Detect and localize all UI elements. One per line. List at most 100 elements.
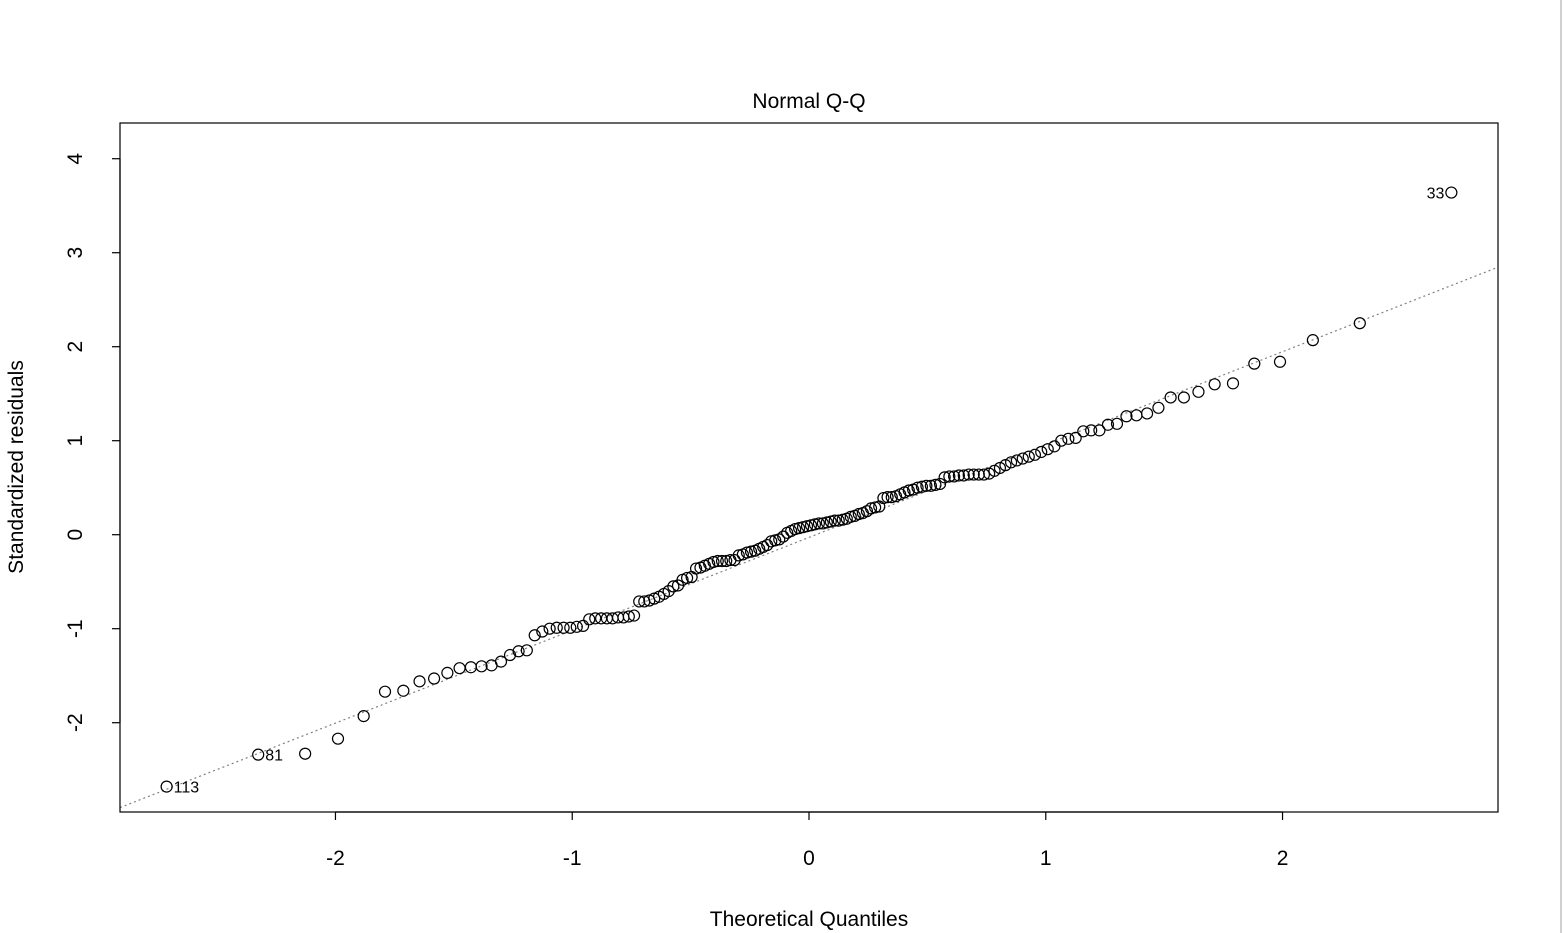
data-point: [993, 461, 1007, 475]
data-point: [520, 644, 533, 657]
data-point: [528, 629, 541, 642]
data-point: [1208, 378, 1221, 391]
data-point: [413, 675, 426, 688]
data-point: [957, 469, 970, 482]
data-point: [1192, 385, 1205, 398]
data-point: [902, 484, 915, 497]
data-point: [557, 621, 570, 634]
data-point: [1110, 417, 1124, 430]
data-point: [860, 505, 874, 518]
data-point: [773, 533, 786, 546]
window-edge: [1560, 0, 1562, 933]
data-point: [570, 620, 583, 633]
data-point: [864, 502, 878, 515]
data-point: [357, 710, 370, 723]
y-tick-label: 3: [64, 247, 87, 259]
data-point: [1085, 424, 1098, 437]
data-point: [1005, 456, 1018, 469]
data-point: [852, 507, 865, 521]
data-point: [877, 491, 890, 505]
data-point: [378, 685, 392, 698]
data-point: [1077, 425, 1090, 438]
data-point: [732, 549, 745, 562]
data-point: [915, 480, 929, 493]
plot-area: 113 81 33: [120, 186, 1498, 809]
x-tick-label: 0: [803, 847, 815, 870]
data-point: [1306, 334, 1319, 347]
data-point: [1022, 450, 1035, 463]
data-point: [550, 621, 563, 634]
data-point: [1248, 357, 1261, 370]
data-point: [1353, 317, 1366, 330]
y-axis: -2 -1 0 1 2 3 4: [64, 153, 121, 732]
data-point: [1164, 391, 1177, 404]
data-point: [622, 610, 635, 623]
x-tick-label: 2: [1277, 847, 1289, 870]
data-point: [1016, 452, 1029, 465]
data-point: [943, 470, 956, 483]
data-point: [494, 655, 508, 668]
data-point: [869, 501, 882, 514]
data-point: [1035, 445, 1048, 459]
y-tick-label: 2: [64, 341, 87, 353]
data-point: [881, 491, 894, 504]
data-point: [536, 625, 549, 638]
data-point: [1101, 418, 1115, 431]
data-point: [503, 648, 517, 662]
data-point: [828, 514, 841, 527]
data-point: [938, 471, 951, 484]
data-point: [715, 554, 729, 568]
data-point: [1055, 434, 1068, 447]
data-point: [952, 469, 965, 482]
data-point: [512, 645, 525, 658]
data-point: [740, 546, 754, 559]
data-point: [929, 478, 942, 491]
data-point: [1226, 377, 1240, 390]
qq-reference-line: [120, 266, 1498, 809]
x-tick-label: -2: [326, 847, 345, 870]
data-point: [1093, 424, 1106, 437]
data-point: [744, 545, 758, 558]
x-tick-label: 1: [1040, 847, 1052, 870]
data-point: [681, 571, 694, 585]
data-point: [397, 684, 410, 697]
data-point: [924, 479, 937, 492]
data-point: [1177, 391, 1190, 404]
data-point: [464, 661, 478, 674]
data-point: [1062, 432, 1075, 445]
data-point: [967, 468, 980, 481]
data-point: [589, 612, 602, 625]
y-tick-label: 0: [64, 529, 87, 541]
data-point: [299, 747, 312, 760]
data-point: [911, 481, 924, 494]
data-point: [707, 555, 720, 569]
data-point: [1048, 440, 1061, 453]
data-point: [428, 672, 441, 685]
point-label: 81: [265, 748, 283, 765]
data-point: [453, 662, 466, 675]
y-tick-label: 1: [64, 435, 87, 447]
y-tick-label: 4: [64, 153, 87, 165]
data-point: [812, 517, 825, 530]
data-point: [576, 619, 590, 632]
data-point: [1120, 410, 1133, 423]
data-point: [1069, 431, 1082, 444]
data-point: [962, 468, 975, 481]
data-point: [777, 530, 790, 543]
x-tick-label: -1: [563, 847, 582, 870]
data-point: [583, 613, 596, 626]
data-point: [977, 468, 991, 481]
chart-title: Normal Q-Q: [752, 90, 865, 113]
y-axis-label: Standardized residuals: [5, 360, 28, 574]
data-point: [627, 609, 641, 622]
data-point: [1152, 401, 1165, 414]
data-point: [1445, 186, 1458, 199]
y-tick-label: -1: [64, 619, 87, 638]
data-point: [711, 554, 724, 568]
data-point: [999, 459, 1012, 472]
data-point: [1273, 355, 1287, 368]
x-axis: -2 -1 0 1 2: [326, 811, 1289, 870]
data-point: [543, 622, 556, 635]
data-point: [1010, 454, 1023, 467]
